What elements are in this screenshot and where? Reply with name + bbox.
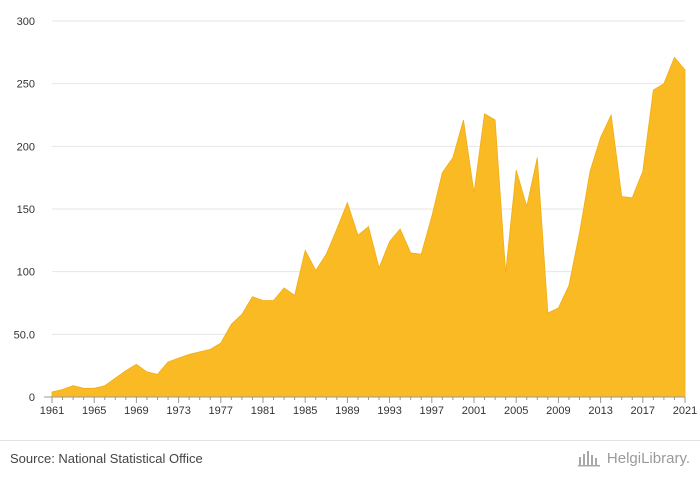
data-point — [377, 266, 381, 270]
data-point — [208, 347, 212, 351]
data-point — [177, 356, 181, 360]
source-text: Source: National Statistical Office — [10, 451, 203, 466]
y-tick-label: 0 — [29, 392, 35, 404]
data-point — [388, 240, 392, 244]
y-tick-label: 150 — [17, 204, 35, 216]
data-point — [229, 322, 233, 326]
data-point — [430, 215, 434, 219]
data-point — [440, 171, 444, 175]
data-point — [219, 341, 223, 345]
data-point — [504, 271, 508, 275]
data-point — [113, 376, 117, 380]
data-point — [483, 112, 487, 116]
data-point — [556, 306, 560, 310]
x-tick-label: 2013 — [588, 405, 612, 417]
data-point — [345, 201, 349, 205]
data-point — [620, 194, 624, 198]
data-point — [398, 227, 402, 231]
data-point — [514, 168, 518, 172]
data-point — [451, 156, 455, 160]
data-point — [250, 295, 254, 299]
data-point — [303, 248, 307, 252]
x-tick-label: 1989 — [335, 405, 359, 417]
data-point — [461, 118, 465, 122]
data-point — [641, 169, 645, 173]
data-point — [367, 225, 371, 229]
data-point — [61, 387, 65, 391]
data-point — [546, 311, 550, 315]
axes: 0 50.0 100 150 200 250 300 1961 1965 1969 1973 1977… — [14, 16, 698, 417]
x-tick-label: 2005 — [504, 405, 528, 417]
data-point — [134, 362, 138, 366]
brand-name: HelgiLibrary. — [606, 449, 690, 467]
data-point — [525, 204, 529, 208]
data-point — [535, 156, 539, 160]
data-point — [272, 298, 276, 302]
data-point — [261, 298, 265, 302]
data-point — [50, 390, 54, 394]
x-tick-label: 2009 — [546, 405, 570, 417]
x-tick-label: 1965 — [82, 405, 106, 417]
data-point — [630, 196, 634, 200]
x-tick-label: 1997 — [420, 405, 444, 417]
area-series — [50, 55, 687, 398]
data-point — [588, 169, 592, 173]
data-point — [82, 386, 86, 390]
data-point — [651, 88, 655, 92]
data-point — [198, 350, 202, 354]
data-point — [103, 384, 107, 388]
data-point — [92, 386, 96, 390]
data-point — [683, 68, 687, 72]
data-point — [124, 369, 128, 373]
data-point — [472, 191, 476, 195]
data-point — [240, 312, 244, 316]
data-point — [609, 113, 613, 117]
data-point — [356, 233, 360, 237]
y-tick-label: 50.0 — [14, 329, 35, 341]
area-chart: 0 50.0 100 150 200 250 300 1961 1965 1969 1973 1977… — [14, 16, 698, 417]
x-tick-label: 1993 — [377, 405, 401, 417]
data-point — [282, 286, 286, 290]
x-tick-label: 1981 — [251, 405, 275, 417]
data-point — [314, 268, 318, 272]
x-tick-label: 2017 — [631, 405, 655, 417]
data-point — [419, 252, 423, 256]
x-tick-label: 2001 — [462, 405, 486, 417]
y-tick-label: 100 — [17, 267, 35, 279]
data-point — [187, 352, 191, 356]
brand-logo[interactable]: HelgiLibrary. — [577, 449, 690, 467]
data-point — [662, 82, 666, 86]
data-point — [156, 372, 160, 376]
data-point — [599, 136, 603, 140]
data-point — [672, 55, 676, 59]
area-fill — [51, 56, 686, 398]
footer: Source: National Statistical Office Helg… — [0, 440, 700, 483]
library-icon — [577, 451, 600, 467]
x-tick-label: 1977 — [209, 405, 233, 417]
y-tick-label: 200 — [17, 141, 35, 153]
x-tick-label: 1961 — [40, 405, 64, 417]
x-tick-label: 2021 — [673, 405, 697, 417]
x-tick-label: 1985 — [293, 405, 317, 417]
data-point — [145, 370, 149, 374]
data-point — [71, 384, 75, 388]
data-point — [567, 283, 571, 287]
x-tick-label: 1969 — [124, 405, 148, 417]
data-point — [409, 251, 413, 255]
data-point — [166, 360, 170, 364]
data-point — [493, 118, 497, 122]
data-point — [578, 231, 582, 235]
data-point — [335, 227, 339, 231]
y-tick-label: 250 — [17, 79, 35, 91]
data-point — [293, 293, 297, 297]
x-tick-label: 1973 — [166, 405, 190, 417]
y-tick-label: 300 — [17, 16, 35, 28]
data-point — [324, 252, 328, 256]
